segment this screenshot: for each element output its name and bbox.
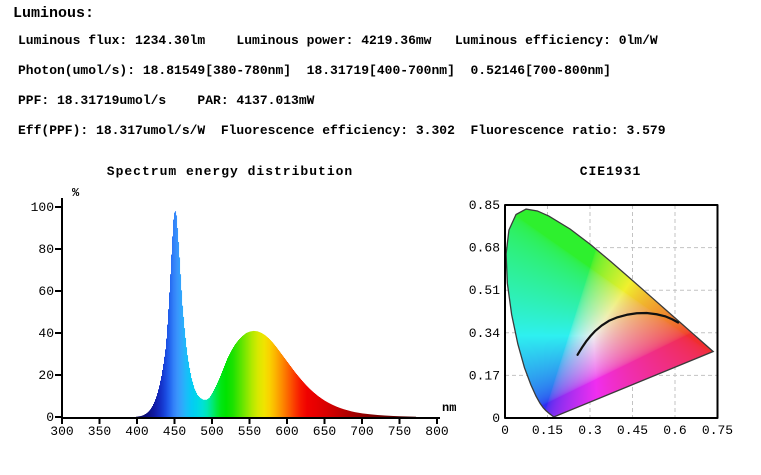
metric-line-ppf-par: PPF: 18.31719umol/s PAR: 4137.013mW (18, 93, 315, 108)
spectrum-energy-distribution-chart (0, 185, 460, 475)
metric-line-photon: Photon(umol/s): 18.81549[380-780nm] 18.3… (18, 63, 611, 78)
cie-chart-title: CIE1931 (579, 164, 642, 179)
metric-line-eff-fluorescence: Eff(PPF): 18.317umol/s/W Fluorescence ef… (18, 123, 666, 138)
metric-line-luminous: Luminous flux: 1234.30lm Luminous power:… (18, 33, 658, 48)
page-title: Luminous: (13, 5, 95, 22)
cie1931-chromaticity-diagram (460, 185, 761, 475)
spectrum-chart-title: Spectrum energy distribution (106, 164, 354, 179)
